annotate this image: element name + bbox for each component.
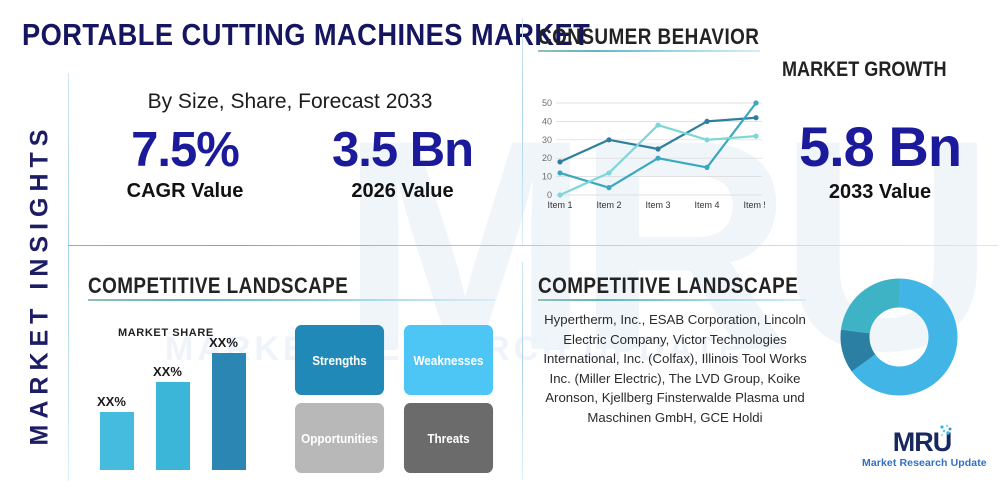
bar-label-3: XX% [209,335,238,350]
section-header-consumer-behavior: CONSUMER BEHAVIOR [538,24,760,49]
swot-label-opportunities: Opportunities [301,430,378,446]
divider-vertical-bottom [522,262,523,480]
svg-text:10: 10 [542,172,552,182]
swot-box-strengths[interactable]: Strengths [294,325,385,395]
logo-dots-icon [940,424,952,437]
donut-chart-market-share [840,278,958,396]
swot-box-threats[interactable]: Threats [403,403,494,473]
divider-vertical-top [522,18,523,246]
line-chart-category-labels: Item 1 Item 2 Item 3 Item 4 Item 5 [547,200,765,210]
bar-2 [156,381,190,470]
svg-text:Item 3: Item 3 [645,200,670,210]
logo-tagline: Market Research Update [862,457,987,469]
bar-chart-market-share: XX% XX% XX% [97,335,270,470]
section-header-competitive-landscape-right: COMPETITIVE LANDSCAPE [538,273,799,298]
bar-3 [212,353,246,470]
side-label-market-insights: MARKET INSIGHTS [25,123,54,446]
svg-text:20: 20 [542,153,552,163]
bar-chart-title: MARKET SHARE [118,327,214,339]
logo-mark: MRU [892,424,952,457]
logo-mark-text: MRU [892,427,952,457]
divider-vertical-left [68,73,69,481]
divider-horizontal [68,245,998,246]
svg-text:40: 40 [542,116,552,126]
kpi-forecast-year-label: 2033 Value [828,181,932,203]
svg-text:30: 30 [542,135,552,145]
kpi-cagr-value: 7.5% [131,123,240,177]
bar-label-2: XX% [153,363,182,379]
company-list: Hypertherm, Inc., ESAB Corporation, Linc… [543,312,807,425]
page-title: PORTABLE CUTTING MACHINES MARKET [22,17,591,52]
svg-text:Item 4: Item 4 [694,200,719,210]
swot-label-threats: Threats [427,430,470,446]
section-rule-competitive-landscape-right [538,299,806,301]
kpi-forecast-year: 5.8 Bn 2033 Value [775,115,985,204]
svg-text:Item 1: Item 1 [547,200,572,210]
swot-box-opportunities[interactable]: Opportunities [294,403,385,473]
bar-label-1: XX% [97,393,126,409]
logo-mru: MRU Market Research Update [862,424,987,469]
swot-label-weaknesses: Weaknesses [413,352,484,368]
section-header-market-growth: MARKET GROWTH [782,58,947,81]
kpi-base-year-value: 3.5 Bn [331,123,474,177]
line-chart-series [557,100,759,198]
svg-text:0: 0 [547,190,552,200]
svg-text:Item 2: Item 2 [596,200,621,210]
svg-text:50: 50 [542,98,552,108]
kpi-cagr: 7.5% CAGR Value [90,122,280,203]
kpi-base-year-label: 2026 Value [351,180,454,202]
swot-matrix: Strengths Weaknesses Opportunities Threa… [290,325,498,473]
svg-text:Item 5: Item 5 [743,200,765,210]
section-header-competitive-landscape-left: COMPETITIVE LANDSCAPE [88,273,349,298]
kpi-forecast-year-value: 5.8 Bn [798,115,962,178]
subtitle: By Size, Share, Forecast 2033 [147,90,433,113]
swot-box-weaknesses[interactable]: Weaknesses [403,325,494,395]
bar-1 [100,411,134,470]
line-chart-y-ticks: 0 10 20 30 40 50 [542,98,552,200]
section-rule-consumer-behavior [538,50,760,52]
kpi-cagr-label: CAGR Value [126,180,244,202]
swot-label-strengths: Strengths [312,352,367,368]
kpi-base-year: 3.5 Bn 2026 Value [305,122,500,203]
section-rule-competitive-landscape-left [88,299,495,301]
donut-segments [840,278,958,396]
